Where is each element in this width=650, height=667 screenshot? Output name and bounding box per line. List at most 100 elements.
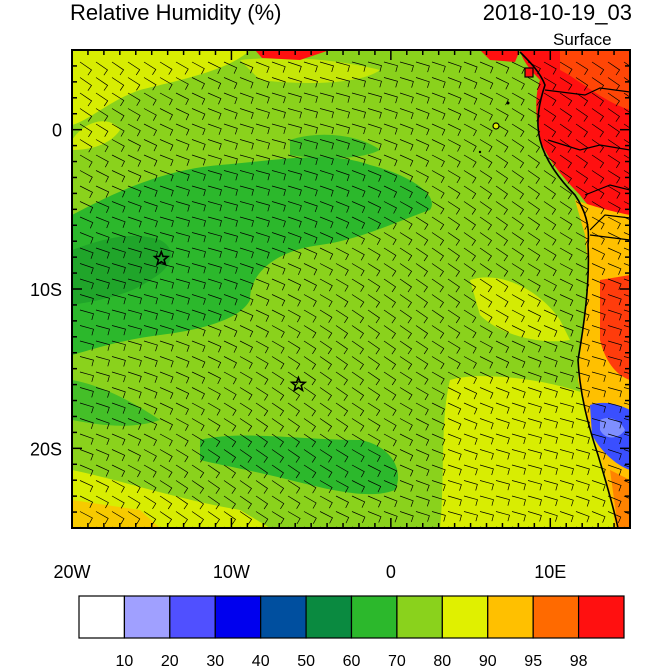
dry-band bbox=[290, 134, 380, 159]
wind-barb bbox=[271, 495, 285, 510]
wind-barb bbox=[383, 309, 396, 324]
wind-barb bbox=[111, 278, 126, 289]
wind-barb bbox=[543, 418, 558, 429]
wind-barb bbox=[591, 309, 606, 321]
wind-barb bbox=[543, 216, 557, 231]
wind-barb bbox=[191, 294, 206, 305]
wind-barb bbox=[191, 449, 205, 463]
wind-barb bbox=[335, 387, 348, 401]
wind-barb bbox=[335, 433, 349, 448]
wind-barb bbox=[367, 185, 382, 198]
wind-barb bbox=[543, 356, 558, 368]
wind-barb bbox=[463, 92, 478, 105]
wind-barb bbox=[607, 294, 622, 306]
island bbox=[478, 150, 482, 154]
wind-barb bbox=[527, 123, 541, 138]
wind-barb bbox=[95, 325, 110, 336]
wind-barb bbox=[351, 61, 366, 72]
wind-barb bbox=[191, 139, 206, 151]
wind-barb bbox=[255, 247, 270, 259]
wind-barb bbox=[479, 294, 493, 308]
wind-barb bbox=[335, 232, 350, 245]
wind-barb bbox=[335, 325, 349, 339]
wind-barb bbox=[143, 154, 158, 167]
wind-barb bbox=[511, 495, 526, 506]
wind-barb bbox=[623, 480, 630, 484]
wind-barb bbox=[223, 77, 238, 89]
wind-barb bbox=[207, 201, 222, 212]
wind-barb bbox=[159, 201, 174, 212]
wind-barb bbox=[127, 278, 142, 289]
wind-barb bbox=[447, 464, 462, 476]
wind-barb bbox=[351, 511, 366, 523]
wind-barb bbox=[415, 263, 428, 277]
colorbar-label: 95 bbox=[524, 653, 542, 667]
wind-barb bbox=[207, 495, 220, 510]
wind-barb bbox=[303, 495, 317, 509]
wind-barb bbox=[335, 154, 350, 166]
wind-barb bbox=[511, 356, 526, 368]
wind-barb bbox=[559, 356, 574, 367]
wind-barb bbox=[543, 294, 558, 307]
wind-barb bbox=[479, 170, 493, 184]
wind-barb bbox=[575, 61, 589, 75]
wind-barb bbox=[367, 139, 382, 151]
wind-barb bbox=[223, 154, 238, 166]
wind-barb bbox=[495, 433, 510, 445]
wind-barb bbox=[175, 247, 190, 258]
wind-barb bbox=[415, 511, 430, 522]
wind-barb bbox=[623, 356, 630, 359]
wind-barb bbox=[479, 263, 493, 277]
wind-barb bbox=[207, 185, 222, 196]
wind-barb bbox=[239, 294, 254, 306]
wind-barb bbox=[495, 170, 509, 184]
wind-barb bbox=[415, 325, 429, 339]
wind-barb bbox=[367, 356, 380, 370]
wind-barb bbox=[431, 309, 445, 324]
wind-barb bbox=[191, 387, 205, 400]
wind-barb bbox=[367, 495, 382, 508]
wind-barb bbox=[415, 170, 429, 183]
wind-barb bbox=[559, 61, 573, 75]
dry-band bbox=[72, 380, 160, 426]
wind-barb bbox=[159, 123, 174, 136]
wind-barb bbox=[111, 402, 126, 414]
wind-barb bbox=[335, 464, 349, 478]
wind-barb bbox=[207, 325, 222, 337]
wind-barb bbox=[95, 139, 109, 153]
wind-barb bbox=[111, 340, 126, 351]
wind-barb bbox=[591, 170, 605, 184]
colorbar-label: 60 bbox=[343, 653, 361, 667]
wind-barb bbox=[591, 77, 605, 91]
wind-barb bbox=[271, 433, 284, 448]
wind-barb bbox=[143, 170, 158, 182]
wind-barb bbox=[143, 263, 158, 274]
wind-barb bbox=[351, 108, 366, 119]
wind-barb bbox=[383, 294, 396, 308]
wind-barb bbox=[575, 418, 590, 429]
wind-barb bbox=[543, 154, 556, 169]
wind-barb bbox=[559, 511, 574, 523]
wind-barb bbox=[159, 371, 174, 384]
wind-barb bbox=[511, 511, 526, 522]
wind-barb bbox=[367, 108, 382, 119]
wind-barb bbox=[431, 387, 445, 400]
wind-barb bbox=[511, 433, 526, 444]
wind-barb bbox=[607, 154, 621, 169]
wind-barb bbox=[303, 185, 318, 197]
wind-barb bbox=[559, 170, 572, 184]
wind-barb bbox=[607, 61, 621, 76]
wind-barb bbox=[399, 433, 413, 447]
wind-barb bbox=[287, 123, 302, 134]
wind-barb bbox=[479, 154, 493, 168]
wind-barb bbox=[431, 232, 445, 246]
wind-barb bbox=[239, 495, 252, 510]
wind-barb bbox=[255, 77, 270, 89]
wind-barb bbox=[159, 216, 174, 228]
wind-barb bbox=[303, 108, 318, 119]
country-border bbox=[584, 184, 630, 196]
wind-barb bbox=[175, 77, 189, 90]
wind-barb bbox=[431, 61, 446, 73]
lon-tick-label: 10E bbox=[534, 562, 566, 582]
wind-barb bbox=[223, 108, 238, 120]
